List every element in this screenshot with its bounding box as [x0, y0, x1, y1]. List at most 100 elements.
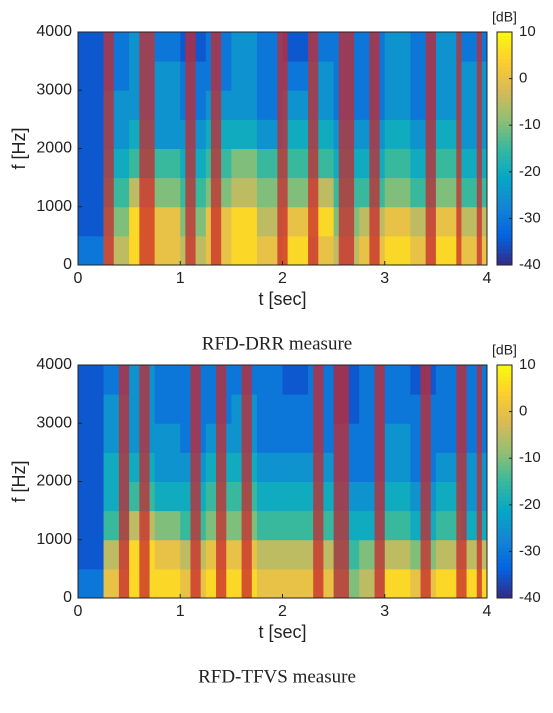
colorbar-swatch	[497, 376, 512, 382]
heatmap-cell	[231, 32, 258, 62]
colorbar-swatch	[497, 384, 512, 389]
colorbar-swatch	[497, 403, 512, 409]
colorbar-swatch	[497, 423, 512, 428]
colorbar-swatch	[497, 175, 512, 181]
colorbar-tick-label: 10	[519, 356, 536, 373]
colorbar-swatch	[497, 226, 512, 231]
colorbar-swatch	[497, 586, 512, 591]
heatmap-cell	[78, 568, 105, 599]
colorbar-swatch	[497, 183, 512, 188]
heatmap-cell	[154, 365, 181, 395]
mask-band	[313, 365, 324, 598]
heatmap-cell	[256, 539, 283, 570]
colorbar-swatch	[497, 388, 512, 393]
colorbar-tick-label: 0	[519, 70, 527, 87]
heatmap-cell	[384, 539, 411, 570]
mask-band	[476, 365, 482, 598]
colorbar-frame	[496, 364, 513, 599]
colorbar-swatch	[497, 206, 512, 212]
heatmap-cell	[384, 32, 411, 62]
x-tick-label: 2	[278, 603, 287, 620]
mask-band	[420, 365, 431, 598]
colorbar-swatch	[497, 101, 512, 107]
heatmap-cell	[384, 148, 411, 179]
colorbar-swatch	[497, 198, 512, 204]
heatmap-cell	[78, 510, 105, 541]
colorbar-swatch	[497, 66, 512, 72]
caption: RFD-DRR measure	[202, 333, 352, 354]
heatmap-cell	[384, 61, 411, 91]
x-tick-label: 0	[74, 603, 83, 620]
heatmap-cell	[231, 235, 258, 266]
colorbar-swatch	[497, 144, 512, 149]
mask-band	[139, 365, 150, 598]
colorbar-swatch	[497, 497, 512, 502]
colorbar-swatch	[497, 140, 512, 146]
colorbar-swatch	[497, 365, 512, 370]
colorbar-swatch	[497, 524, 512, 529]
colorbar-tick-label: -10	[519, 116, 541, 133]
mask-band	[456, 32, 462, 265]
colorbar-tick-label: -20	[519, 496, 541, 513]
mask-band	[374, 365, 385, 598]
colorbar-swatch	[497, 152, 512, 157]
colorbar-swatch	[497, 396, 512, 401]
heatmap-cell	[78, 365, 105, 395]
y-axis-label: f [Hz]	[9, 127, 29, 169]
mask-band	[139, 32, 155, 265]
heatmap-cell	[231, 148, 258, 179]
heatmap-cell	[231, 90, 258, 120]
colorbar-swatch	[497, 171, 512, 177]
colorbar-tick-label: -20	[519, 163, 541, 180]
heatmap-cell	[154, 539, 181, 570]
colorbar-swatch	[497, 167, 512, 173]
colorbar-swatch	[497, 485, 512, 490]
x-tick-label: 4	[483, 603, 492, 620]
colorbar-frame	[496, 31, 513, 266]
heatmap-cell	[384, 481, 411, 512]
colorbar-swatch	[497, 434, 512, 440]
colorbar-swatch	[497, 164, 512, 169]
colorbar-tick-label: -30	[519, 209, 541, 226]
colorbar-swatch	[497, 261, 512, 266]
colorbar-tick-label: 10	[519, 23, 536, 40]
colorbar-swatch	[497, 35, 512, 41]
heatmap-cell	[231, 206, 258, 237]
heatmap-cell	[154, 235, 181, 266]
colorbar-swatch	[497, 160, 512, 165]
heatmap-cell	[256, 568, 283, 599]
x-tick-label: 2	[278, 270, 287, 287]
colorbar-swatch	[497, 253, 512, 258]
mask-band	[456, 365, 467, 598]
heatmap-cell	[154, 452, 181, 482]
heatmap-cell	[282, 568, 309, 599]
colorbar-swatch	[497, 63, 512, 68]
heatmap-cell	[256, 394, 283, 424]
heatmap-cell	[231, 61, 258, 91]
heatmap-cell	[78, 394, 105, 424]
heatmap-cell	[282, 539, 309, 570]
heatmap-cell	[282, 510, 309, 541]
x-tick-label: 3	[380, 270, 389, 287]
mask-band	[190, 365, 201, 598]
colorbar-swatch	[497, 43, 512, 49]
heatmap-cell	[154, 148, 181, 179]
heatmap-cell	[282, 481, 309, 512]
mask-band	[369, 32, 380, 265]
heatmap-cell	[154, 206, 181, 237]
colorbar-swatch	[497, 392, 512, 397]
heatmap-cell	[384, 365, 411, 395]
colorbar-swatch	[497, 458, 512, 463]
colorbar-swatch	[497, 543, 512, 549]
colorbar-swatch	[497, 202, 512, 208]
mask-band	[241, 365, 252, 598]
heatmap-cell	[256, 510, 283, 541]
colorbar-swatch	[497, 512, 512, 517]
y-tick-label: 2000	[36, 473, 72, 490]
x-axis-label: t [sec]	[258, 622, 306, 642]
heatmap-cell	[78, 206, 105, 237]
heatmap-cell	[384, 394, 411, 424]
heatmap-cell	[461, 177, 488, 208]
colorbar-swatch	[497, 156, 512, 161]
